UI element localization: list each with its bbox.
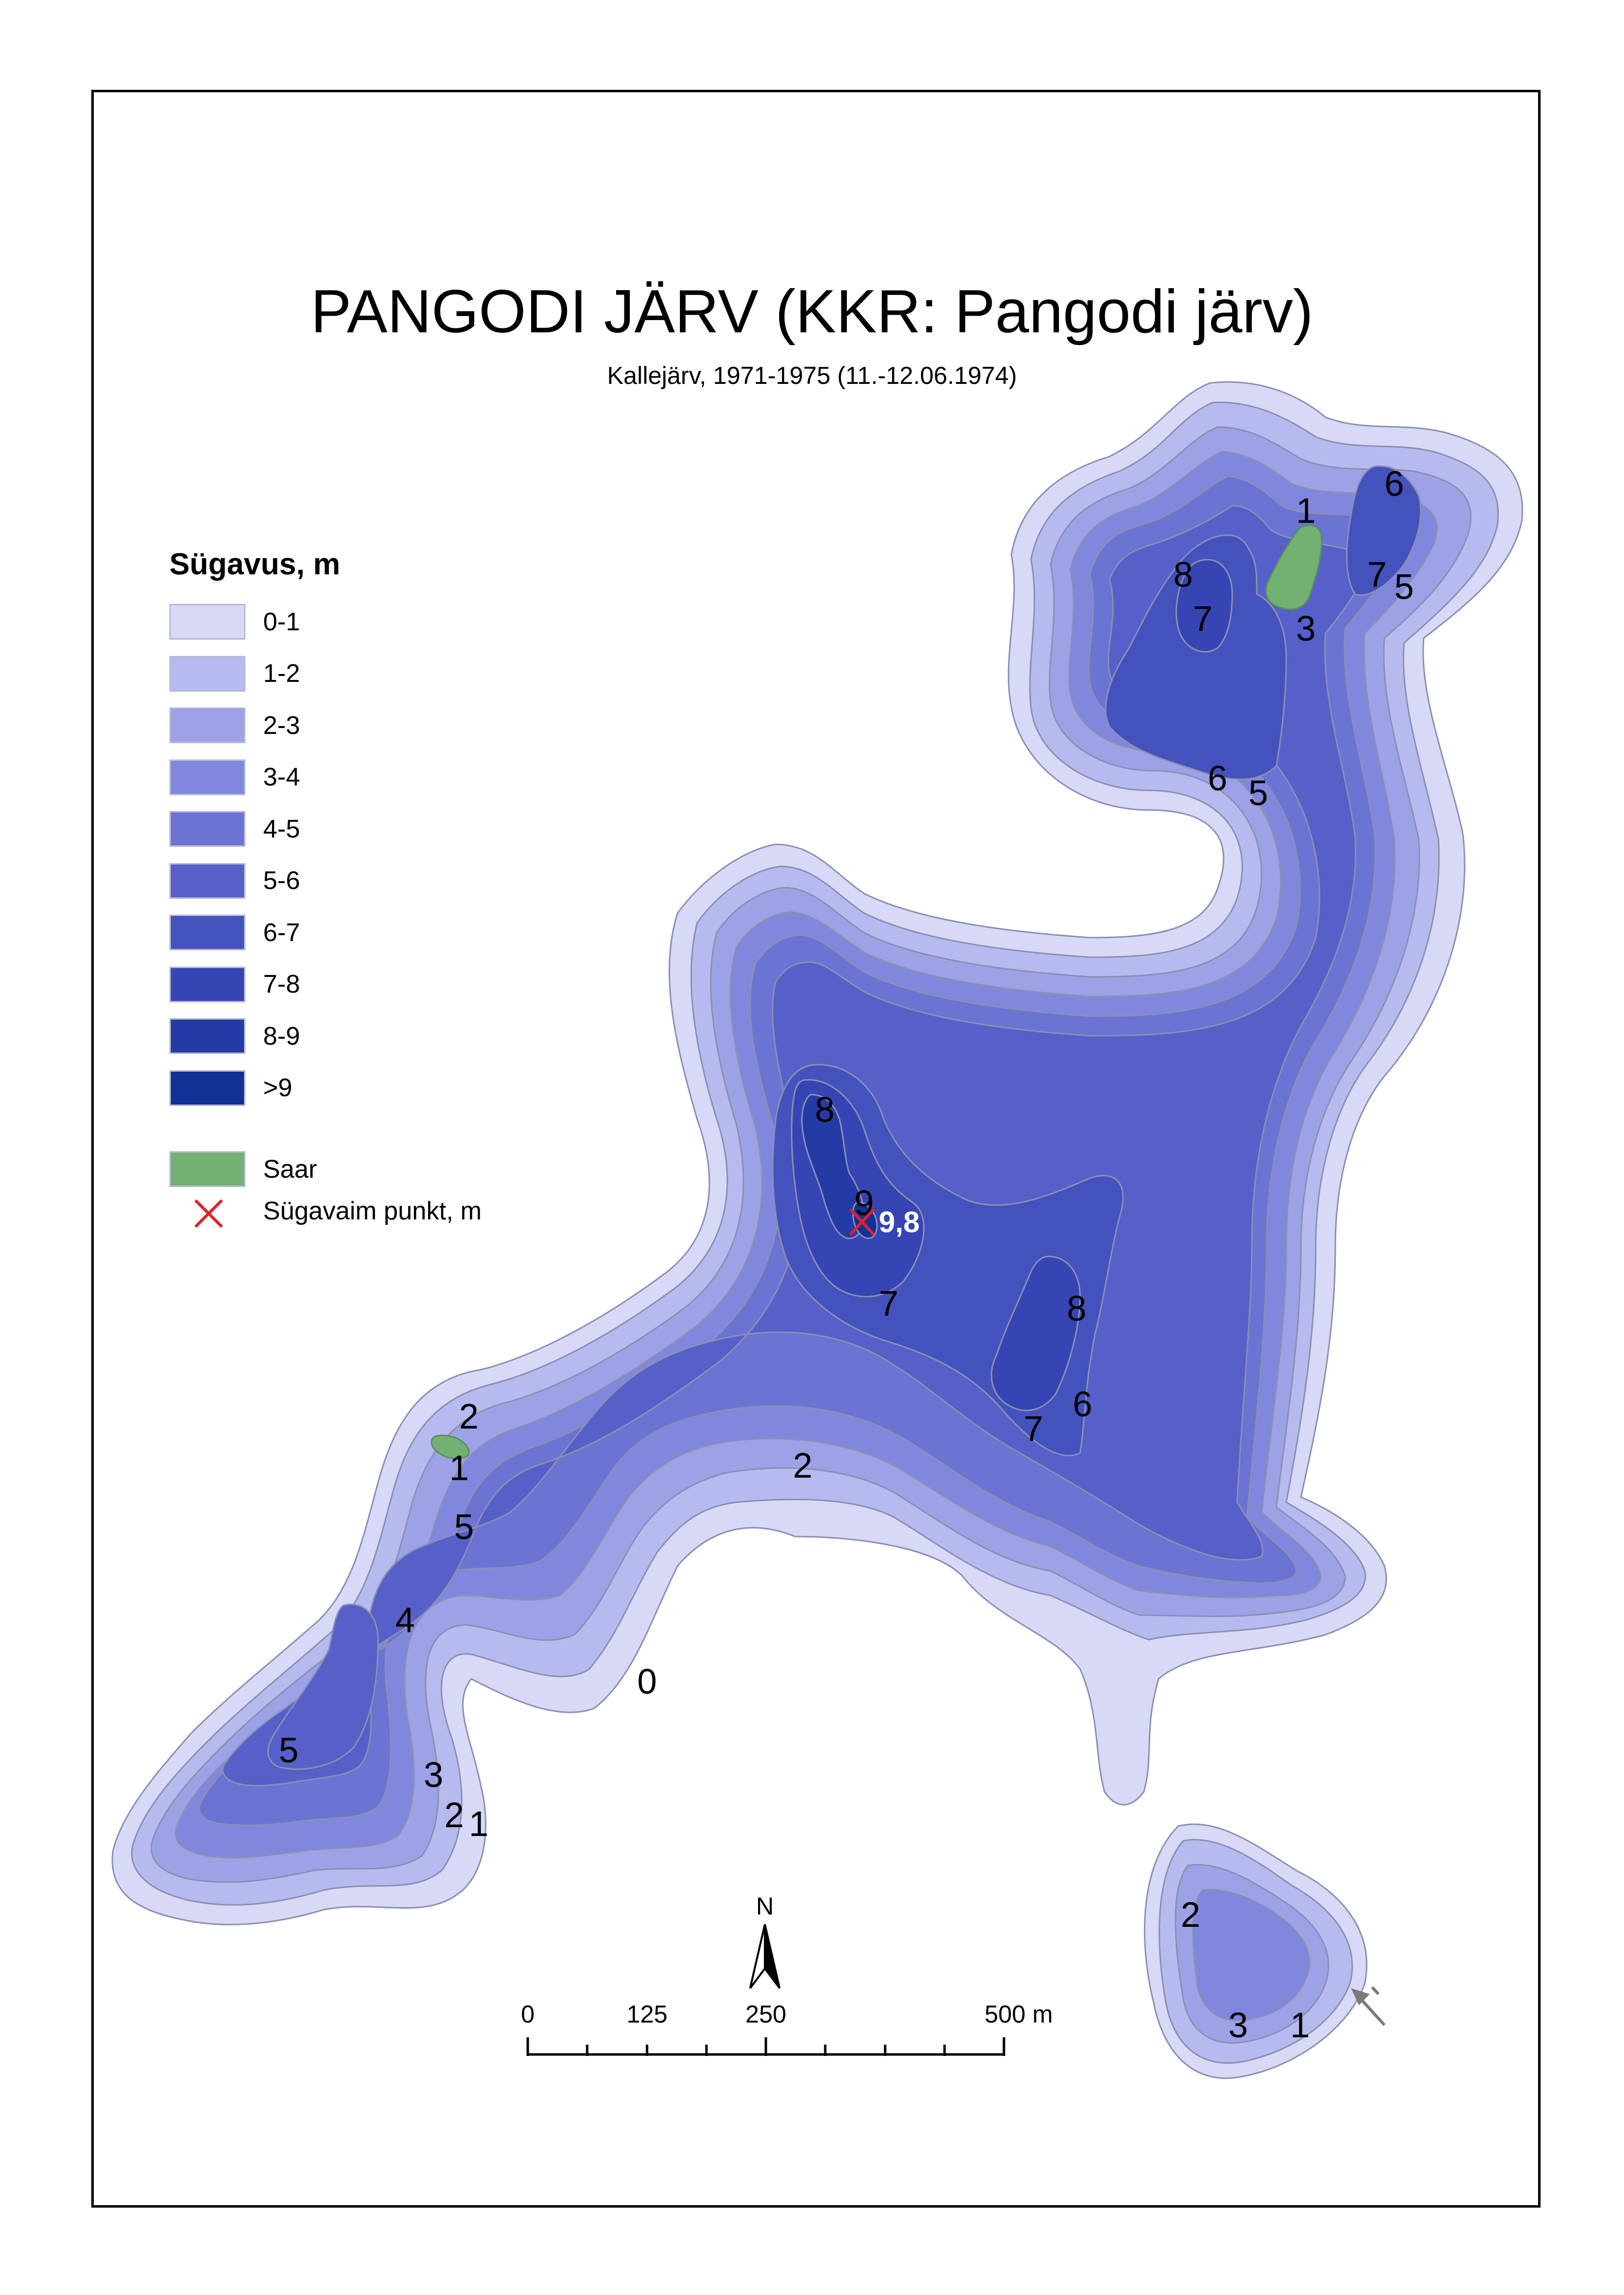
legend-swatch [169,1070,245,1106]
scale-bar: 0 125 250 500 m [521,2000,1053,2056]
legend-item: 8-9 [169,1010,611,1062]
legend-label: 0-1 [263,607,300,636]
depth-label: 7 [1193,599,1213,639]
legend-label: 6-7 [263,918,300,947]
deepest-point-value: 9,8 [879,1206,920,1239]
legend-label: 1-2 [263,659,300,688]
map-subtitle: Kallejärv, 1971-1975 (11.-12.06.1974) [607,362,1017,389]
legend-item: 2-3 [169,700,611,752]
depth-label: 7 [1024,1409,1043,1449]
legend-swatch [169,966,245,1002]
depth-zone-6-7 [1105,534,1287,780]
depth-label: 2 [1181,1895,1200,1935]
bathymetry [111,381,1523,2079]
depth-label: 1 [1296,491,1316,531]
inflow-arrow-icon [1351,1986,1386,2026]
depth-label: 6 [1208,759,1227,798]
depth-label: 4 [395,1601,415,1640]
depth-zone-3-4-south [1192,1889,1310,2022]
island-swatch [169,1151,245,1188]
legend-label: 3-4 [263,763,300,792]
legend-label: Sügavaim punkt, m [263,1197,482,1226]
legend-item: 3-4 [169,752,611,804]
legend-label: Saar [263,1155,317,1184]
depth-label: 8 [815,1090,835,1130]
scale-tick-label: 500 m [985,2000,1053,2028]
depth-label: 6 [1073,1385,1092,1424]
depth-label: 1 [469,1805,488,1844]
island-southwest [431,1434,470,1459]
scale-tick-label: 0 [521,2000,535,2028]
depth-label: 3 [424,1755,443,1795]
depth-label: 5 [279,1731,298,1770]
legend-label: 7-8 [263,970,300,999]
deepest-point-cross-icon [849,1208,875,1236]
legend-swatch [169,1018,245,1054]
depth-label: 5 [1394,567,1414,607]
legend-swatch [169,863,245,899]
legend-item: >9 [169,1062,611,1114]
legend-label: 5-6 [263,866,300,895]
legend-swatch [169,604,245,640]
depth-label: 5 [1248,774,1268,813]
depth-zone-7-8-southeast [991,1256,1081,1411]
depth-label: 7 [879,1284,898,1323]
depth-label: 6 [1384,464,1404,504]
map-title: PANGODI JÄRV (KKR: Pangodi järv) [310,278,1314,346]
legend-item: 5-6 [169,855,611,907]
legend-label: 4-5 [263,814,300,843]
legend-swatch [169,707,245,744]
depth-labels: 1 6 8 7 7 5 3 6 5 8 9 7 8 6 7 2 1 2 5 4 … [279,464,1414,2045]
legend-swatch [169,915,245,951]
depth-label: 8 [1067,1289,1086,1328]
legend-item-deepest-point: Sügavaim punkt, m [169,1186,611,1238]
legend-item-island: Saar [169,1143,611,1195]
north-arrow-icon: N [749,1892,781,1989]
legend-label: 8-9 [263,1022,300,1051]
legend-swatch [169,759,245,795]
depth-zone-6-7-east [1346,465,1422,596]
legend-classes: 0-1 1-2 2-3 3-4 4-5 5-6 6-7 7-8 8-9 >9 [169,596,611,1114]
depth-label: 1 [1290,2006,1310,2045]
depth-label: 3 [1296,609,1316,648]
depth-label: 8 [1173,555,1193,594]
depth-label: 2 [793,1446,812,1485]
scale-tick-label: 125 [626,2000,667,2028]
scale-tick-label: 250 [745,2000,786,2028]
depth-label: 5 [454,1508,474,1547]
legend-item: 7-8 [169,959,611,1011]
island-north [1265,524,1323,610]
legend-item: 6-7 [169,907,611,959]
depth-zone-8-9 [801,1094,865,1239]
depth-label: 1 [449,1449,469,1488]
legend-label: 2-3 [263,711,300,740]
deepest-point-legend-icon [169,1193,245,1229]
legend-swatch [169,811,245,847]
depth-label: 3 [1228,2006,1248,2045]
legend-swatch [169,655,245,692]
depth-zone-5-6-southwest [267,1603,379,1770]
deepest-point-marker: 9,8 [849,1206,920,1239]
depth-label: 7 [1367,555,1387,594]
north-label: N [756,1892,774,1920]
depth-label: 0 [637,1662,657,1701]
legend-label: >9 [263,1074,293,1103]
legend-item: 0-1 [169,596,611,648]
depth-label: 2 [444,1796,464,1835]
legend-title: Sügavus, m [169,547,340,581]
legend-item: 4-5 [169,803,611,855]
depth-zone-5-6 [222,505,1367,1786]
legend: Sügavus, m 0-1 1-2 2-3 3-4 4-5 5-6 6-7 7-8 8-9 >9… [169,545,611,1237]
depth-label: 2 [459,1397,479,1436]
depth-zone-7-8 [1175,559,1233,653]
legend-item: 1-2 [169,648,611,700]
map-frame [91,90,1541,2208]
